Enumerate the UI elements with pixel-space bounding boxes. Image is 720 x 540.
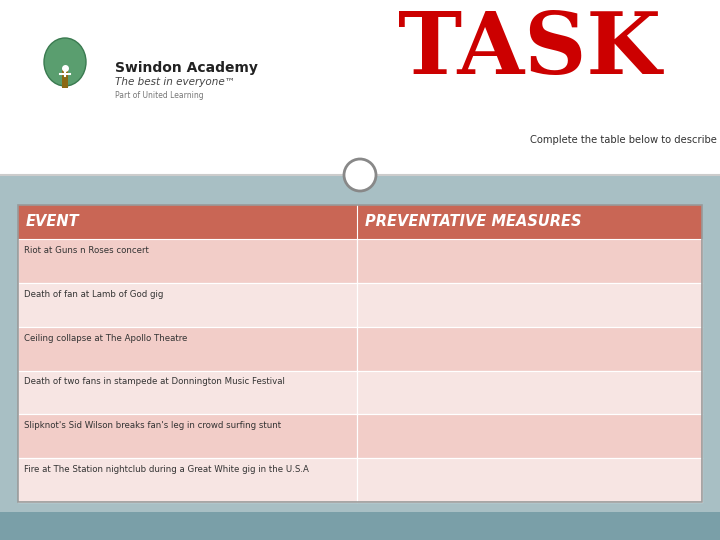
Bar: [18, 458, 356, 502]
Bar: [356, 370, 702, 414]
Text: Part of United Learning: Part of United Learning: [115, 91, 204, 100]
Text: The best in everyone™: The best in everyone™: [115, 77, 235, 87]
Bar: [356, 414, 702, 458]
Text: Death of two fans in stampede at Donnington Music Festival: Death of two fans in stampede at Donning…: [24, 377, 285, 387]
Bar: [18, 239, 356, 283]
Bar: [18, 283, 356, 327]
Text: EVENT: EVENT: [26, 214, 80, 230]
Bar: [18, 370, 356, 414]
Circle shape: [344, 159, 376, 191]
Ellipse shape: [44, 38, 86, 86]
Bar: [356, 283, 702, 327]
Bar: [18, 327, 356, 370]
Text: Riot at Guns n Roses concert: Riot at Guns n Roses concert: [24, 246, 149, 255]
Text: Slipknot's Sid Wilson breaks fan's leg in crowd surfing stunt: Slipknot's Sid Wilson breaks fan's leg i…: [24, 421, 281, 430]
Bar: [18, 205, 702, 502]
Bar: [356, 458, 702, 502]
Text: Swindon Academy: Swindon Academy: [115, 61, 258, 75]
Bar: [18, 205, 702, 239]
Bar: [356, 327, 702, 370]
Text: PREVENTATIVE MEASURES: PREVENTATIVE MEASURES: [364, 214, 581, 230]
Bar: [62, 70, 68, 88]
Bar: [18, 414, 356, 458]
Text: TASK: TASK: [398, 8, 662, 92]
Text: Complete the table below to describe how each of these incidents may have been p: Complete the table below to describe how…: [530, 135, 720, 145]
Text: Death of fan at Lamb of God gig: Death of fan at Lamb of God gig: [24, 290, 163, 299]
Bar: [18, 205, 702, 502]
Text: Fire at The Station nightclub during a Great White gig in the U.S.A: Fire at The Station nightclub during a G…: [24, 465, 309, 474]
Bar: [356, 239, 702, 283]
Bar: [0, 0, 720, 175]
Bar: [0, 512, 720, 540]
Text: Ceiling collapse at The Apollo Theatre: Ceiling collapse at The Apollo Theatre: [24, 334, 187, 343]
